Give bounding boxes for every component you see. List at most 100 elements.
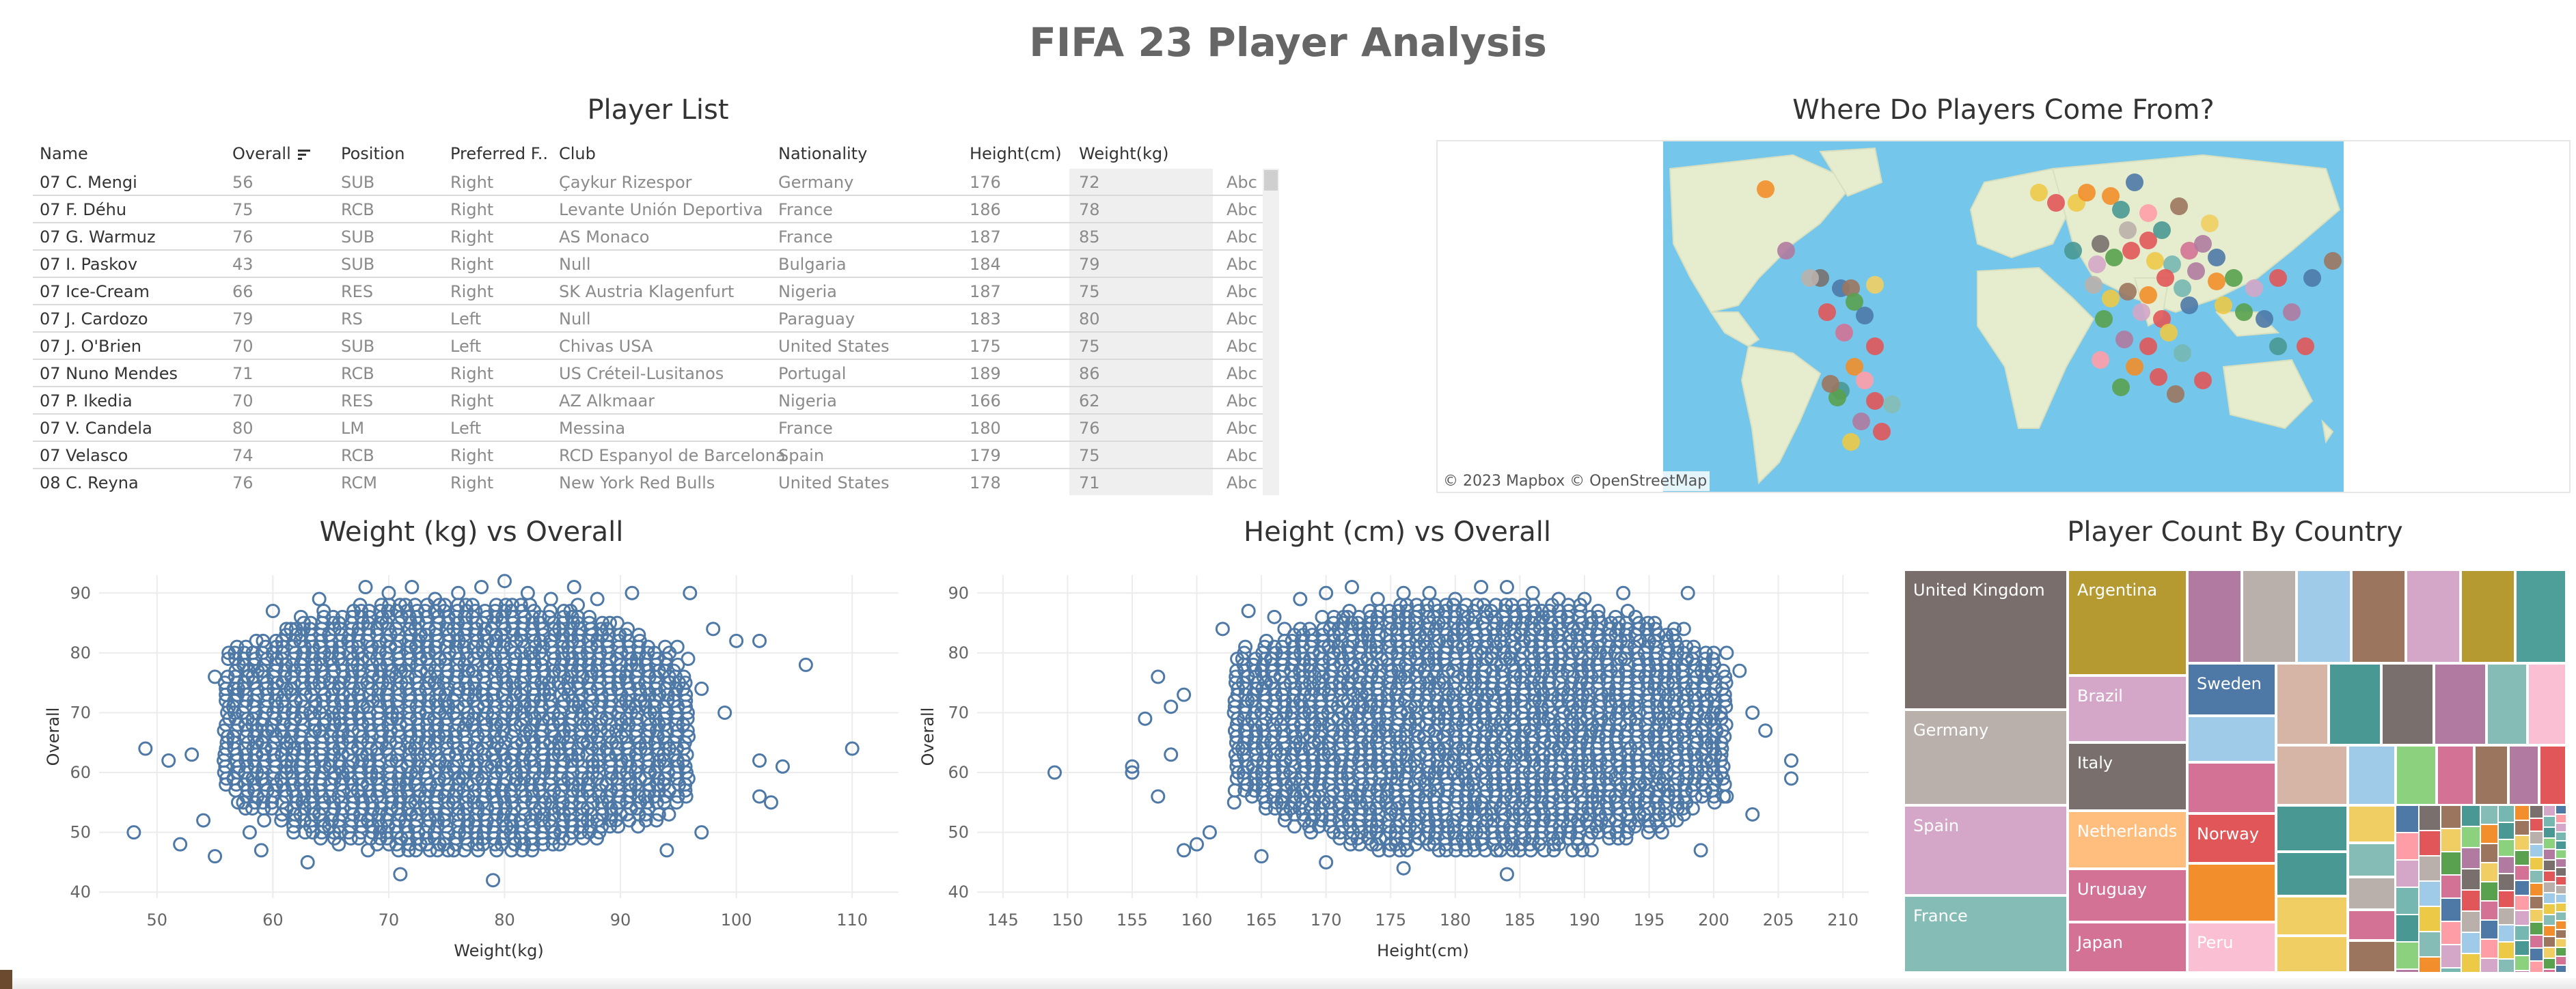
treemap-cell[interactable] [2498, 908, 2515, 925]
table-row[interactable]: 07 Velasco 74 RCB Right RCD Espanyol de Barc… [33, 442, 1263, 469]
country-marker[interactable] [1846, 293, 1863, 311]
treemap-cell[interactable] [2396, 860, 2419, 887]
table-row[interactable]: 07 V. Candela 80 LM Left Messina France 180 76 A… [33, 415, 1263, 442]
treemap-cell[interactable] [2187, 762, 2276, 813]
treemap-cell[interactable] [2461, 890, 2480, 911]
country-marker[interactable] [2215, 296, 2232, 314]
treemap-cell[interactable] [2480, 824, 2498, 844]
treemap-cell[interactable] [2556, 947, 2566, 956]
treemap-cell[interactable] [2515, 941, 2530, 956]
treemap-cell[interactable] [2441, 852, 2461, 875]
table-row[interactable]: 08 C. Reyna 76 RCM Right New York Red Bulls U… [33, 469, 1263, 495]
table-scrollbar[interactable] [1263, 169, 1279, 495]
treemap-cell[interactable] [2543, 816, 2556, 827]
treemap-cell[interactable] [2348, 941, 2396, 973]
treemap-cell[interactable] [2530, 909, 2543, 922]
country-marker[interactable] [2139, 337, 2157, 355]
treemap-cell[interactable] [2480, 958, 2498, 973]
treemap-cell[interactable] [2419, 831, 2441, 856]
treemap-cell[interactable] [2396, 805, 2419, 833]
country-marker[interactable] [2126, 173, 2143, 191]
treemap-cell[interactable] [2530, 883, 2543, 896]
table-row[interactable]: 07 Ice-Cream 66 RES Right SK Austria Klagenf… [33, 278, 1263, 305]
treemap-cell[interactable] [2515, 820, 2530, 835]
treemap-cell[interactable] [2396, 969, 2419, 973]
treemap-cell[interactable] [2187, 570, 2242, 663]
country-marker[interactable] [2139, 204, 2157, 222]
country-marker[interactable] [1866, 337, 1884, 355]
treemap-cell[interactable] [2348, 843, 2396, 877]
treemap-cell[interactable] [2508, 745, 2539, 805]
treemap-cell[interactable] [2515, 865, 2530, 880]
country-marker[interactable] [2102, 290, 2120, 307]
treemap-cell[interactable] [2530, 870, 2543, 883]
treemap-cell[interactable] [2498, 822, 2515, 839]
treemap-cell[interactable] [2543, 947, 2556, 958]
treemap-cell[interactable] [2556, 867, 2566, 876]
country-marker[interactable] [2047, 194, 2065, 212]
treemap-cell[interactable] [2530, 857, 2543, 870]
treemap-cell[interactable] [2480, 863, 2498, 882]
country-marker[interactable] [2170, 197, 2188, 215]
country-marker[interactable] [1866, 392, 1884, 410]
treemap-cell[interactable] [2461, 911, 2480, 932]
treemap-cell[interactable] [2348, 910, 2396, 941]
treemap-cell[interactable] [2434, 663, 2486, 745]
treemap-cell-japan[interactable]: Japan [2068, 922, 2187, 973]
treemap-cell[interactable] [2242, 570, 2297, 663]
weight-vs-overall-chart[interactable]: 50 60 70 80 90 100 110 40 50 60 70 80 90 Weight(kg) Ov… [41, 557, 916, 984]
treemap-cell[interactable] [2543, 969, 2556, 973]
treemap-cell[interactable] [2461, 570, 2515, 663]
treemap-cell[interactable] [2396, 915, 2419, 942]
column-header-nationality[interactable]: Nationality [778, 144, 868, 163]
table-row[interactable]: 07 C. Mengi 56 SUB Right Çaykur Rizespor Germ… [33, 169, 1263, 196]
column-header-name[interactable]: Name [40, 144, 88, 163]
country-marker[interactable] [1866, 276, 1884, 294]
treemap-cell[interactable] [2441, 875, 2461, 898]
country-marker[interactable] [2201, 214, 2219, 232]
country-marker[interactable] [1801, 269, 1819, 287]
treemap-cell-peru[interactable]: Peru [2187, 922, 2276, 973]
treemap-cell[interactable] [2441, 945, 2461, 968]
treemap-cell[interactable] [2461, 848, 2480, 869]
treemap-cell[interactable] [2441, 968, 2461, 973]
treemap-cell[interactable] [2406, 570, 2461, 663]
treemap-cell[interactable] [2480, 939, 2498, 958]
country-marker[interactable] [2150, 368, 2167, 386]
treemap-cell[interactable] [2530, 896, 2543, 909]
treemap-cell[interactable] [2474, 745, 2508, 805]
country-marker[interactable] [2085, 276, 2102, 294]
player-count-treemap[interactable]: United Kingdom Germany Spain France Argentin… [1904, 570, 2566, 973]
treemap-cell[interactable] [2461, 869, 2480, 890]
treemap-cell[interactable] [2556, 859, 2566, 867]
table-row[interactable]: 07 I. Paskov 43 SUB Right Null Bulgaria 184 79 A… [33, 251, 1263, 278]
treemap-cell[interactable] [2543, 936, 2556, 947]
treemap-cell[interactable] [2441, 828, 2461, 852]
treemap-cell[interactable] [2498, 839, 2515, 856]
country-marker[interactable] [2119, 283, 2137, 301]
treemap-cell[interactable] [2515, 880, 2530, 895]
column-header-overall[interactable]: Overall [232, 144, 312, 163]
country-marker[interactable] [1883, 395, 1901, 413]
country-marker[interactable] [2119, 221, 2137, 239]
country-marker[interactable] [2303, 269, 2321, 287]
treemap-cell[interactable] [2530, 922, 2543, 935]
country-marker[interactable] [2256, 310, 2273, 328]
treemap-cell[interactable] [2351, 570, 2406, 663]
treemap-cell[interactable] [2556, 938, 2566, 947]
world-map[interactable] [1438, 141, 2569, 492]
treemap-cell-netherlands[interactable]: Netherlands [2068, 811, 2187, 869]
country-marker[interactable] [1828, 389, 1846, 406]
player-table[interactable]: Name Overall Position Preferred F.. Club… [33, 140, 1283, 495]
treemap-cell[interactable] [2419, 881, 2441, 906]
treemap-cell[interactable] [2480, 920, 2498, 939]
treemap-cell[interactable] [2556, 823, 2566, 832]
country-marker[interactable] [2115, 331, 2133, 348]
country-marker[interactable] [2153, 221, 2171, 239]
country-marker[interactable] [1818, 303, 1836, 321]
treemap-cell-uruguay[interactable]: Uruguay [2068, 869, 2187, 922]
treemap-cell[interactable] [2530, 948, 2543, 961]
treemap-cell[interactable] [2441, 805, 2461, 828]
country-marker[interactable] [1846, 358, 1863, 376]
treemap-cell[interactable] [2187, 716, 2276, 762]
